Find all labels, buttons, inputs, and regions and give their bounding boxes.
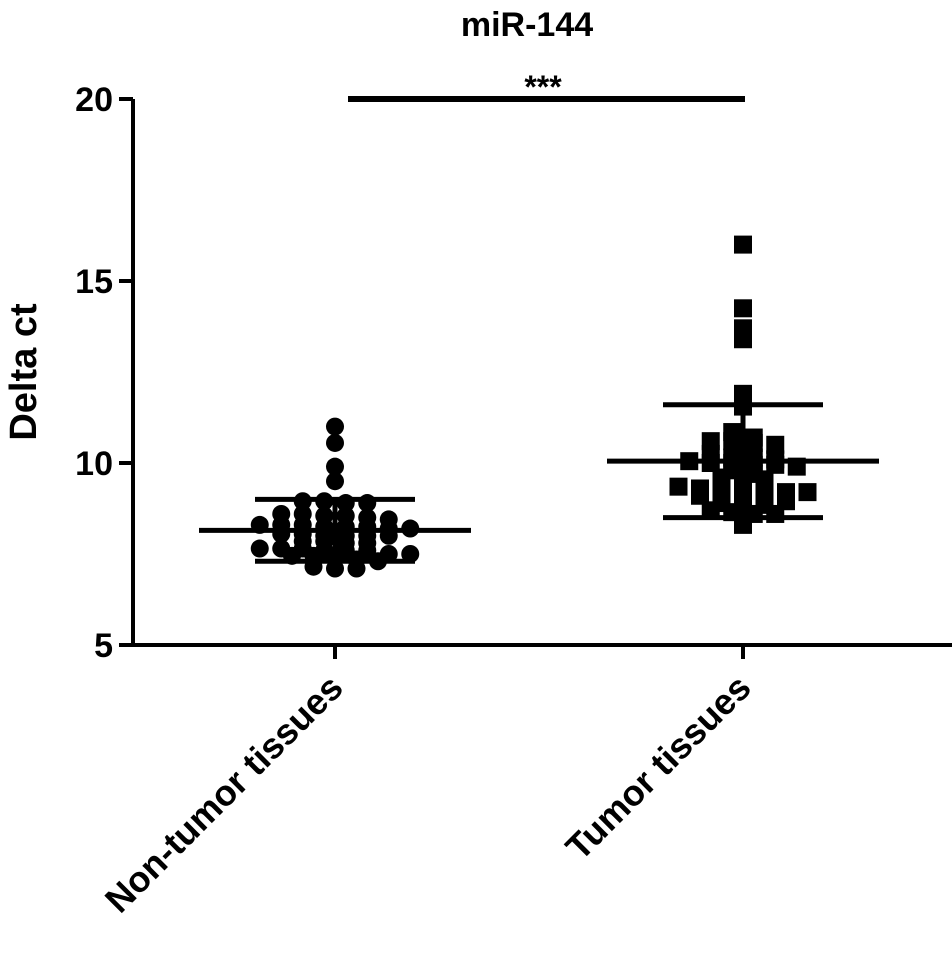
y-tick-label: 15 bbox=[75, 263, 113, 301]
mean-sd-bars bbox=[199, 402, 879, 564]
y-axis-label: Delta ct bbox=[3, 303, 45, 441]
y-ticks: 5 10 15 20 bbox=[75, 81, 133, 665]
data-point bbox=[766, 504, 785, 523]
y-tick-label: 20 bbox=[75, 81, 113, 119]
data-point bbox=[669, 477, 688, 496]
x-category-label: Non-tumor tissues bbox=[97, 667, 351, 921]
data-point bbox=[326, 417, 344, 436]
data-point bbox=[326, 433, 344, 452]
data-point bbox=[326, 472, 344, 491]
data-point bbox=[734, 515, 752, 534]
data-point bbox=[250, 539, 269, 558]
significance: *** bbox=[348, 69, 745, 105]
x-categories: Non-tumor tissues Tumor tissues bbox=[97, 645, 759, 921]
data-point bbox=[691, 486, 709, 505]
data-point bbox=[347, 559, 366, 578]
data-point bbox=[723, 432, 742, 451]
data-point bbox=[701, 501, 720, 520]
x-category-label: Tumor tissues bbox=[558, 667, 759, 868]
data-point bbox=[734, 299, 752, 318]
significance-label: *** bbox=[524, 69, 562, 105]
y-tick-label: 5 bbox=[94, 627, 113, 665]
data-point bbox=[734, 235, 752, 254]
data-point bbox=[766, 435, 785, 454]
y-tick-label: 10 bbox=[75, 445, 113, 483]
data-point bbox=[326, 559, 344, 578]
data-point bbox=[798, 483, 817, 502]
data-point bbox=[744, 433, 763, 452]
data-point bbox=[734, 330, 752, 349]
data-point bbox=[401, 545, 420, 563]
chart-title: miR-144 bbox=[461, 6, 593, 44]
data-point bbox=[326, 457, 344, 476]
